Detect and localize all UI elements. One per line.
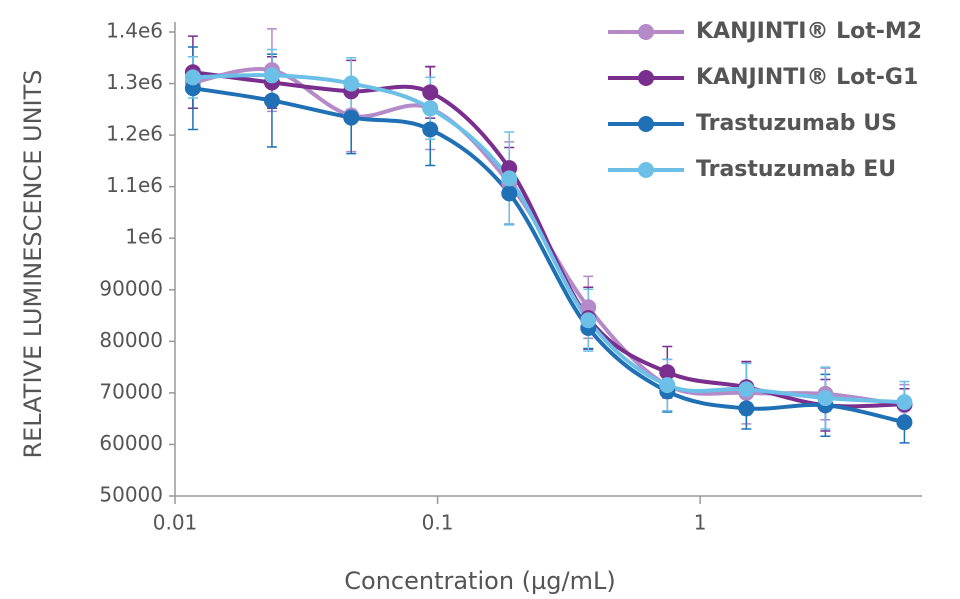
data-point: [817, 390, 834, 407]
data-point: [263, 67, 280, 84]
legend-label: KANJINTI® Lot-M2: [696, 19, 922, 44]
legend-marker: [638, 116, 654, 132]
y-tick-label: 1.4e6: [106, 19, 163, 43]
legend-label: KANJINTI® Lot-G1: [696, 65, 918, 90]
y-tick-label: 80000: [99, 328, 163, 352]
series-line: [192, 70, 905, 409]
data-point: [501, 185, 518, 202]
data-point: [580, 312, 597, 329]
legend-label: Trastuzumab US: [696, 111, 897, 136]
data-point: [422, 84, 439, 101]
series-line: [192, 86, 905, 425]
y-tick-label: 70000: [99, 379, 163, 403]
data-point: [422, 121, 439, 138]
x-tick-label: 1: [694, 511, 707, 535]
data-point: [659, 364, 676, 381]
data-point: [738, 400, 755, 417]
data-point: [896, 414, 913, 431]
x-axis-label: Concentration (µg/mL): [344, 567, 615, 595]
data-point: [343, 109, 360, 126]
legend-label: Trastuzumab EU: [696, 157, 896, 182]
data-point: [738, 381, 755, 398]
data-point: [343, 75, 360, 92]
y-tick-label: 90000: [99, 276, 163, 300]
legend-marker: [638, 24, 654, 40]
y-tick-label: 1e6: [125, 225, 163, 249]
y-tick-label: 1.2e6: [106, 122, 163, 146]
x-tick-label: 0.01: [153, 511, 198, 535]
data-point: [422, 100, 439, 117]
y-tick-label: 1.1e6: [106, 173, 163, 197]
y-tick-label: 50000: [99, 483, 163, 507]
legend-marker: [638, 70, 654, 86]
data-point: [184, 69, 201, 86]
y-tick-label: 60000: [99, 431, 163, 455]
legend-marker: [638, 162, 654, 178]
y-tick-label: 1.3e6: [106, 70, 163, 94]
y-axis-label: RELATIVE LUMINESCENCE UNITS: [19, 69, 47, 458]
data-point: [659, 377, 676, 394]
data-point: [896, 394, 913, 411]
x-tick-label: 0.1: [422, 511, 454, 535]
data-point: [263, 92, 280, 109]
data-point: [501, 170, 518, 187]
series-line: [192, 73, 905, 405]
